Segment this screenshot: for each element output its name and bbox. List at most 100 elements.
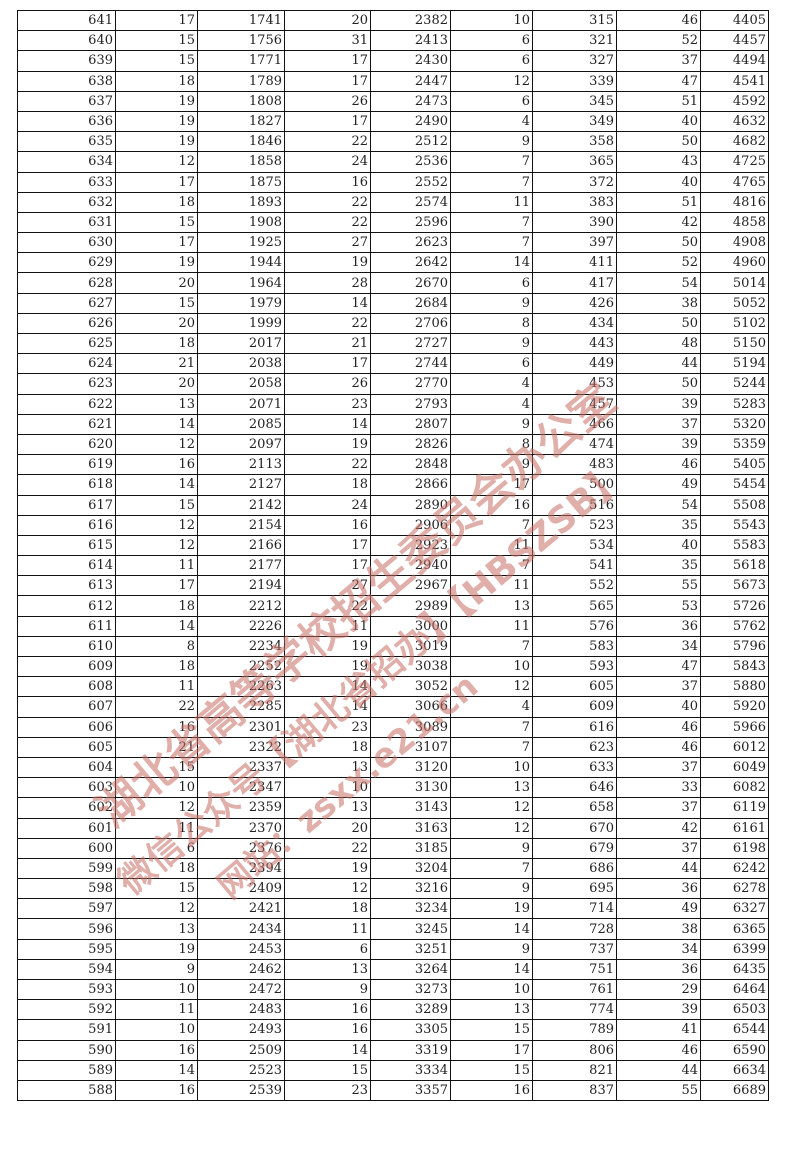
table-row: 607 22 2285 14 3066 4 609 40 5920 [17,696,769,718]
table-cell: 600 [17,837,116,859]
table-cell: 21 [115,353,198,375]
table-row: 628 20 1964 28 2670 6 417 54 5014 [17,272,769,294]
table-cell: 19 [284,433,371,456]
table-cell: 2453 [197,938,285,960]
table-cell: 15 [115,30,198,52]
table-cell: 22 [284,837,371,859]
table-cell: 5726 [700,595,769,617]
table-cell: 449 [532,353,617,375]
table-cell: 6544 [700,1019,769,1041]
table-cell: 4765 [700,171,769,193]
table-cell: 4 [450,393,533,415]
table-cell: 6049 [700,756,769,779]
table-cell: 7 [450,635,533,658]
table-cell: 33 [616,777,701,799]
table-cell: 14 [115,474,198,496]
table-cell: 2523 [197,1059,285,1081]
table-cell: 3019 [370,635,451,658]
table-cell: 2770 [370,373,451,395]
table-cell: 12 [115,433,198,456]
table-cell: 6 [450,272,533,294]
table-cell: 3273 [370,978,451,1001]
table-cell: 1846 [197,131,285,153]
table-cell: 457 [532,393,617,415]
table-cell: 46 [616,716,701,738]
table-row: 597 12 2421 18 3234 19 714 49 6327 [17,898,769,920]
table-cell: 2472 [197,978,285,1001]
table-cell: 16 [284,514,371,536]
table-cell: 5150 [700,332,769,355]
table-cell: 789 [532,1019,617,1041]
table-row: 604 15 2337 13 3120 10 633 37 6049 [17,756,769,779]
table-cell: 39 [616,433,701,456]
table-cell: 13 [115,918,198,940]
table-cell: 16 [284,171,371,193]
table-cell: 3245 [370,918,451,940]
table-cell: 10 [284,777,371,799]
table-cell: 345 [532,90,617,112]
table-cell: 3251 [370,938,451,960]
table-cell: 714 [532,898,617,920]
table-cell: 9 [450,938,533,960]
table-cell: 390 [532,211,617,234]
table-cell: 1741 [197,9,285,32]
table-cell: 7 [450,555,533,577]
table-cell: 2212 [197,595,285,617]
table-cell: 621 [17,413,116,435]
table-cell: 604 [17,756,116,779]
table-cell: 12 [115,151,198,173]
table-cell: 2509 [197,1039,285,1061]
table-cell: 609 [532,696,617,718]
table-cell: 372 [532,171,617,193]
table-cell: 5543 [700,514,769,536]
table-cell: 2421 [197,898,285,920]
table-cell: 6012 [700,736,769,758]
table-cell: 5508 [700,494,769,516]
table-cell: 15 [115,50,198,72]
table-cell: 36 [616,958,701,981]
table-cell: 19 [115,252,198,274]
table-row: 589 14 2523 15 3334 15 821 44 6634 [17,1059,769,1081]
table-cell: 51 [616,90,701,112]
table-cell: 607 [17,696,116,718]
table-cell: 2166 [197,534,285,557]
table-cell: 5244 [700,373,769,395]
table-cell: 3052 [370,676,451,698]
table-cell: 5880 [700,676,769,698]
table-cell: 22 [284,454,371,476]
table-cell: 10 [115,978,198,1001]
table-cell: 2434 [197,918,285,940]
table-cell: 5920 [700,696,769,718]
table-cell: 14 [284,676,371,698]
table-cell: 2539 [197,1079,285,1102]
table-cell: 552 [532,575,617,597]
table-cell: 614 [17,555,116,577]
table-cell: 17 [450,1039,533,1061]
table-row: 609 18 2252 19 3038 10 593 47 5843 [17,655,769,678]
table-cell: 641 [17,9,116,32]
table-cell: 20 [284,817,371,839]
table-cell: 7 [450,211,533,234]
table-cell: 597 [17,898,116,920]
table-cell: 23 [284,716,371,738]
table-cell: 55 [616,575,701,597]
table-cell: 2490 [370,110,451,133]
table-cell: 695 [532,878,617,900]
table-cell: 18 [284,736,371,758]
table-cell: 751 [532,958,617,981]
table-cell: 17 [115,575,198,597]
table-row: 632 18 1893 22 2574 11 383 51 4816 [17,191,769,213]
table-cell: 26 [284,373,371,395]
table-row: 625 18 2017 21 2727 9 443 48 5150 [17,332,769,355]
table-cell: 2462 [197,958,285,981]
table-cell: 2848 [370,454,451,476]
table-cell: 28 [284,272,371,294]
table-cell: 5194 [700,353,769,375]
table-cell: 622 [17,393,116,415]
table-cell: 43 [616,151,701,173]
table-row: 627 15 1979 14 2684 9 426 38 5052 [17,292,769,314]
table-row: 615 12 2166 17 2923 11 534 40 5583 [17,534,769,557]
table-cell: 54 [616,272,701,294]
table-cell: 603 [17,777,116,799]
table-cell: 1827 [197,110,285,133]
